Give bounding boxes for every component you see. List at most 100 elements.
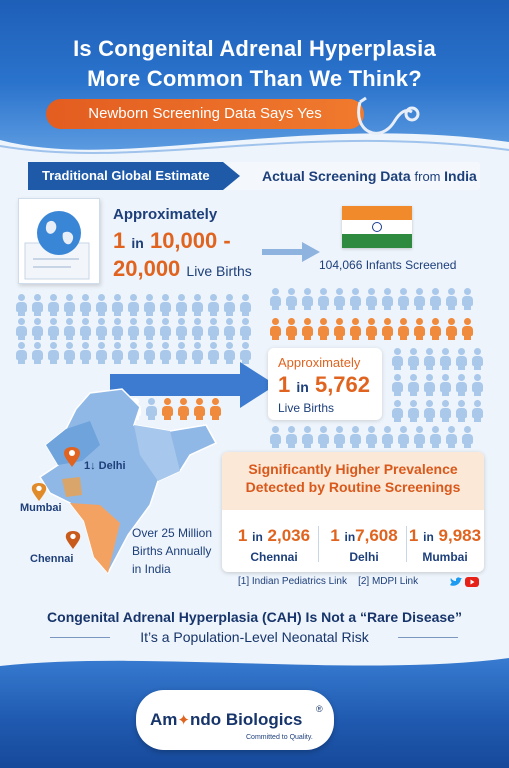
person-icon bbox=[144, 398, 158, 420]
global-ratio-one: 1 bbox=[113, 228, 126, 253]
conclusion-line-2: It’s a Population-Level Neonatal Risk bbox=[140, 629, 369, 645]
person-icon bbox=[300, 318, 314, 340]
person-icon bbox=[364, 426, 378, 448]
banner-actual-from: from bbox=[414, 169, 445, 184]
ref-indian-pediatrics-link[interactable]: [1] Indian Pediatrics Link bbox=[238, 576, 347, 587]
person-icon bbox=[454, 400, 468, 422]
brand-logo[interactable] bbox=[136, 690, 334, 750]
brand-figure-icon: ✦ bbox=[177, 712, 190, 729]
global-ratio-unit: Live Births bbox=[186, 263, 252, 279]
stat-delhi-value: 7,608 bbox=[355, 526, 398, 545]
banner-traditional: Traditional Global Estimate bbox=[28, 162, 240, 190]
india-map bbox=[38, 388, 218, 575]
people-row bbox=[268, 318, 474, 340]
person-icon bbox=[438, 348, 452, 370]
india-ratio-unit: Live Births bbox=[278, 401, 335, 415]
person-icon bbox=[422, 400, 436, 422]
india-ratio: 1 in 5,762 bbox=[278, 372, 370, 398]
references: [1] Indian Pediatrics Link [2] MDPI Link bbox=[238, 576, 418, 587]
india-ratio-value: 5,762 bbox=[314, 372, 371, 397]
births-line-3: in India bbox=[132, 562, 171, 576]
ref-mdpi-link[interactable]: [2] MDPI Link bbox=[358, 576, 419, 587]
delhi-pin-icon bbox=[64, 447, 80, 467]
person-icon bbox=[238, 318, 252, 340]
person-icon bbox=[390, 374, 404, 396]
person-icon bbox=[190, 294, 204, 316]
person-icon bbox=[470, 400, 484, 422]
stat-mumbai-one: 1 bbox=[408, 526, 419, 545]
person-icon bbox=[412, 288, 426, 310]
stat-delhi-in: in bbox=[344, 530, 356, 544]
person-icon bbox=[62, 294, 76, 316]
brand-name-c: Biologics bbox=[221, 710, 303, 729]
stat-mumbai: 1 in 9,983 Mumbai bbox=[400, 526, 490, 564]
stat-delhi: 1 in7,608 Delhi bbox=[322, 526, 406, 564]
page-title: Is Congenital Adrenal Hyperplasia More C… bbox=[0, 34, 509, 94]
stat-delhi-city: Delhi bbox=[349, 550, 379, 564]
person-icon bbox=[444, 318, 458, 340]
person-icon bbox=[348, 288, 362, 310]
person-icon bbox=[390, 348, 404, 370]
person-icon bbox=[348, 426, 362, 448]
banner-actual-main: Actual Screening Data bbox=[262, 168, 415, 184]
person-icon bbox=[126, 342, 140, 364]
person-icon bbox=[428, 426, 442, 448]
person-icon bbox=[332, 426, 346, 448]
person-icon bbox=[380, 318, 394, 340]
stat-chennai-city: Chennai bbox=[250, 550, 298, 564]
people-row bbox=[14, 342, 252, 364]
person-icon bbox=[78, 294, 92, 316]
flag-chakra-icon bbox=[372, 222, 382, 232]
person-icon bbox=[46, 342, 60, 364]
person-icon bbox=[158, 342, 172, 364]
person-icon bbox=[348, 318, 362, 340]
person-icon bbox=[438, 400, 452, 422]
person-icon bbox=[460, 288, 474, 310]
person-icon bbox=[206, 342, 220, 364]
global-approx-label: Approximately bbox=[113, 206, 218, 223]
person-icon bbox=[222, 294, 236, 316]
person-icon bbox=[78, 318, 92, 340]
person-icon bbox=[30, 342, 44, 364]
twitter-icon[interactable] bbox=[449, 576, 463, 588]
person-icon bbox=[332, 318, 346, 340]
person-icon bbox=[62, 342, 76, 364]
stat-divider bbox=[406, 526, 407, 562]
person-icon bbox=[300, 426, 314, 448]
births-line-2: Births Annually bbox=[132, 544, 212, 558]
india-flag bbox=[342, 206, 412, 248]
person-icon bbox=[78, 342, 92, 364]
person-icon bbox=[454, 374, 468, 396]
flag-green bbox=[342, 234, 412, 248]
person-icon bbox=[30, 318, 44, 340]
person-icon bbox=[94, 294, 108, 316]
youtube-icon[interactable] bbox=[465, 576, 479, 588]
stat-mumbai-value: 9,983 bbox=[438, 526, 482, 545]
person-icon bbox=[190, 342, 204, 364]
global-ratio-in: in bbox=[131, 235, 144, 251]
stat-chennai-in: in bbox=[252, 530, 263, 544]
person-icon bbox=[412, 318, 426, 340]
person-icon bbox=[206, 294, 220, 316]
person-icon bbox=[470, 348, 484, 370]
india-ratio-in: in bbox=[296, 379, 309, 395]
people-row bbox=[14, 294, 252, 316]
person-icon bbox=[94, 342, 108, 364]
person-icon bbox=[470, 374, 484, 396]
conclusion-rule-left bbox=[50, 637, 110, 638]
conclusion-rule-right bbox=[398, 637, 458, 638]
person-icon bbox=[444, 288, 458, 310]
person-icon bbox=[126, 318, 140, 340]
person-icon bbox=[268, 318, 282, 340]
person-icon bbox=[192, 398, 206, 420]
stethoscope-icon bbox=[357, 96, 420, 135]
stat-mumbai-in: in bbox=[423, 530, 434, 544]
person-icon bbox=[396, 318, 410, 340]
person-icon bbox=[412, 426, 426, 448]
person-icon bbox=[406, 400, 420, 422]
big-arrow-icon bbox=[110, 362, 276, 408]
person-icon bbox=[238, 342, 252, 364]
registered-mark: ® bbox=[316, 704, 323, 714]
person-icon bbox=[14, 342, 28, 364]
person-icon bbox=[300, 288, 314, 310]
